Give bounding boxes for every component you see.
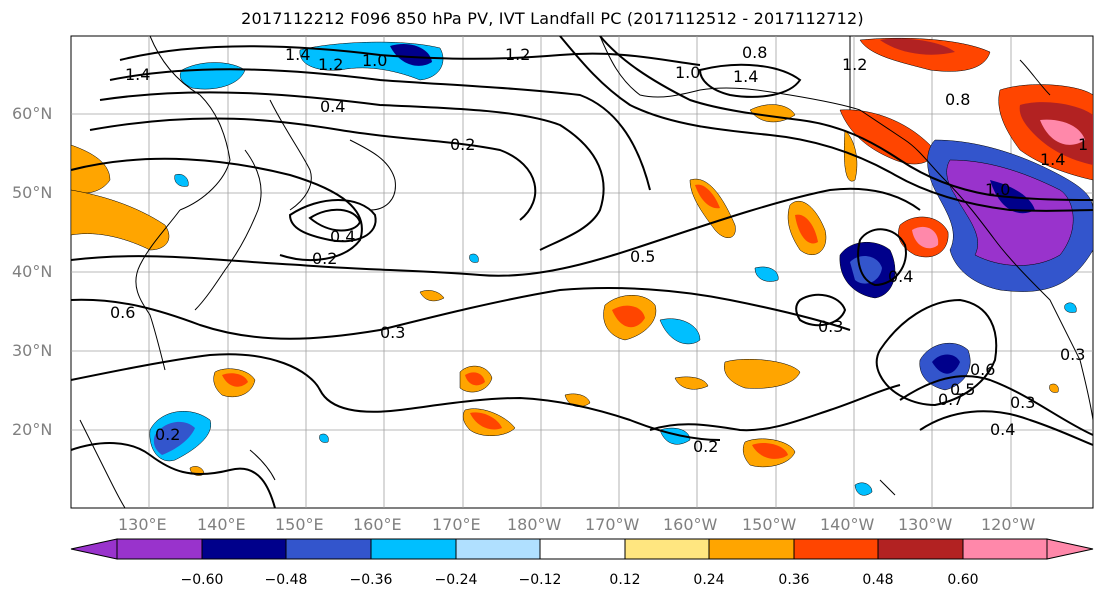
lon-label: 160°W (663, 515, 718, 534)
colorbar-segment (539, 538, 626, 560)
lon-label: 160°E (353, 515, 402, 534)
colorbar-tick-label: −0.12 (518, 572, 562, 588)
lon-label: 140°W (820, 515, 875, 534)
colorbar-tick-label: −0.60 (180, 572, 224, 588)
lat-label: 50°N (12, 183, 53, 202)
coastlines (79, 35, 1094, 509)
colorbar-tick-label: 0.24 (693, 572, 725, 588)
gridlines (71, 36, 1093, 508)
lon-label: 180°W (507, 515, 562, 534)
contour-label: 0.4 (990, 420, 1015, 439)
lon-label: 150°W (742, 515, 797, 534)
lat-label: 20°N (12, 420, 53, 439)
lat-label: 60°N (12, 104, 53, 123)
lon-label: 170°W (585, 515, 640, 534)
colorbar-segment (624, 538, 710, 560)
colorbar-tick-label: 0.36 (778, 572, 810, 588)
contour-label: 1.4 (733, 67, 758, 86)
colorbar-segment (962, 538, 1048, 560)
contour-label: 0.3 (380, 323, 405, 342)
contour-label: 0.3 (818, 317, 843, 336)
contour-label: 0.2 (693, 437, 718, 456)
pv-contours (70, 35, 1094, 509)
contour-label: 0.3 (1060, 345, 1085, 364)
lon-label: 130°E (118, 515, 167, 534)
colorbar-tick-label: −0.48 (264, 572, 308, 588)
contour-label: 0.7 (938, 390, 963, 409)
lat-label: 40°N (12, 262, 53, 281)
colorbar (70, 538, 1094, 560)
contour-label: 0.4 (888, 267, 913, 286)
lon-label: 170°E (432, 515, 481, 534)
contour-label: 1.0 (985, 180, 1010, 199)
lon-label: 140°E (197, 515, 246, 534)
contour-label: 0.4 (330, 227, 355, 246)
contour-label: 1.4 (125, 65, 150, 84)
contour-labels: 1.4 1.2 1.0 1.2 0.8 1.0 1.4 1.2 1.4 0.4 … (110, 43, 1088, 456)
colorbar-segment (877, 538, 964, 560)
colorbar-tick-label: −0.24 (434, 572, 478, 588)
colorbar-tick-label: −0.36 (349, 572, 393, 588)
contour-label: 0.5 (950, 380, 975, 399)
contour-label: 0.8 (742, 43, 767, 62)
shaded-anomalies (70, 37, 1094, 496)
colorbar-max-extend (1046, 538, 1094, 560)
colorbar-min-extend (70, 538, 118, 560)
contour-label: 1 (1078, 135, 1088, 154)
map-title: 2017112212 F096 850 hPa PV, IVT Landfall… (241, 9, 864, 28)
contour-label: 0.6 (970, 360, 995, 379)
colorbar-segment (116, 538, 203, 560)
colorbar-segment (285, 538, 372, 560)
lon-label: 130°W (898, 515, 953, 534)
contour-label: 0.2 (155, 425, 180, 444)
contour-label: 0.6 (110, 303, 135, 322)
colorbar-segment (708, 538, 795, 560)
colorbar-tick-label: 0.60 (947, 572, 979, 588)
colorbar-segment (370, 538, 457, 560)
lat-label: 30°N (12, 341, 53, 360)
lon-label: 150°E (275, 515, 324, 534)
contour-label: 1.2 (318, 55, 343, 74)
contour-label: 0.5 (630, 247, 655, 266)
contour-label: 1.4 (285, 45, 310, 64)
lon-label: 120°W (981, 515, 1036, 534)
colorbar-tick-label: 0.48 (862, 572, 894, 588)
colorbar-segment (201, 538, 287, 560)
contour-label: 0.3 (1010, 393, 1035, 412)
colorbar-segment (455, 538, 541, 560)
contour-label: 1.2 (842, 55, 867, 74)
contour-label: 0.2 (312, 249, 337, 268)
contour-label: 0.8 (945, 90, 970, 109)
contour-label: 0.4 (320, 97, 345, 116)
contour-label: 1.0 (362, 51, 387, 70)
contour-label: 0.2 (450, 135, 475, 154)
colorbar-tick-label: 0.12 (609, 572, 641, 588)
contour-label: 1.4 (1040, 150, 1065, 169)
contour-label: 1.2 (505, 45, 530, 64)
colorbar-segment (793, 538, 879, 560)
contour-label: 1.0 (675, 63, 700, 82)
